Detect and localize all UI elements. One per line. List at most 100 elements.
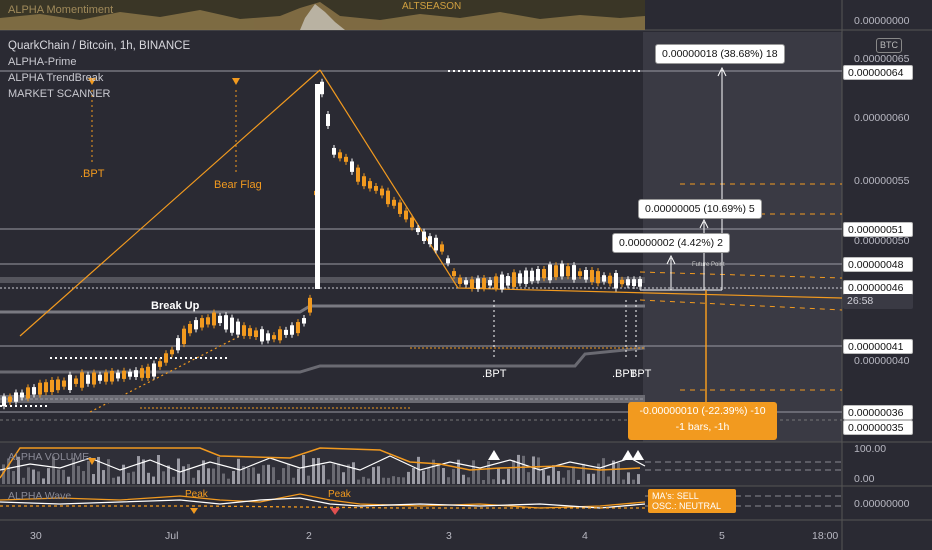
candle-body xyxy=(296,322,300,334)
time-label: 2 xyxy=(306,530,312,542)
chart-title[interactable]: QuarkChain / Bitcoin, 1h, BINANCE xyxy=(8,40,191,52)
future-point-label: Future Point xyxy=(692,262,725,268)
volume-bar xyxy=(297,468,300,484)
volume-bar xyxy=(242,465,245,484)
volume-bar xyxy=(557,471,560,484)
candle-body xyxy=(398,202,402,214)
volume-bar xyxy=(607,476,610,484)
volume-bar xyxy=(322,465,325,484)
volume-bar xyxy=(552,465,555,484)
currency-badge[interactable]: BTC xyxy=(876,38,902,53)
candle-body xyxy=(158,361,162,367)
candle-body xyxy=(278,329,282,341)
volume-bar xyxy=(562,477,565,484)
candle-body xyxy=(500,274,504,290)
volume-bar xyxy=(272,467,275,484)
volume-bar xyxy=(222,473,225,484)
volume-bar xyxy=(267,464,270,484)
volume-bar xyxy=(62,469,65,484)
momentum-label: ALPHA Momentiment xyxy=(8,4,114,16)
measure-callout-mid[interactable]: 0.00000005 (10.69%) 5 xyxy=(638,199,762,219)
volume-bar xyxy=(217,456,220,484)
candle-body xyxy=(320,81,324,95)
volume-bar xyxy=(327,479,330,484)
volume-bar xyxy=(597,463,600,484)
volume-bar xyxy=(172,476,175,484)
volume-bar xyxy=(512,460,515,484)
candle-body xyxy=(200,318,204,328)
volume-bar xyxy=(442,468,445,484)
candle-body xyxy=(434,237,438,251)
volume-bar xyxy=(547,475,550,484)
triangle-up-icon xyxy=(632,450,644,460)
volume-bar xyxy=(312,458,315,484)
volume-bar xyxy=(457,459,460,484)
volume-bar xyxy=(67,476,70,484)
candle-body xyxy=(626,279,630,286)
volume-bar xyxy=(407,471,410,484)
volume-bar xyxy=(592,473,595,484)
candle-body xyxy=(116,372,120,379)
price-label: 0.00000060 xyxy=(854,112,910,124)
triangle-marker-icon xyxy=(232,78,240,85)
indicator-alpha-prime[interactable]: ALPHA-Prime xyxy=(8,56,77,68)
volume-bar xyxy=(2,464,5,484)
volume-bar xyxy=(507,468,510,484)
candle-body xyxy=(476,278,480,289)
volume-bar xyxy=(467,477,470,484)
candle-body xyxy=(362,176,366,187)
candle-body xyxy=(290,325,294,335)
volume-bar xyxy=(612,460,615,484)
signal-osc: OSC.: NEUTRAL xyxy=(652,501,722,511)
indicator-trendbreak[interactable]: ALPHA TrendBreak xyxy=(8,72,104,84)
measure-callout-loss[interactable]: -0.00000010 (-22.39%) -10 -1 bars, -1h xyxy=(628,402,777,440)
volume-bar xyxy=(197,470,200,484)
candle-body xyxy=(518,273,522,284)
measure-callout-top[interactable]: 0.00000018 (38.68%) 18 xyxy=(655,44,785,64)
candle-body xyxy=(308,297,312,313)
volume-bar xyxy=(437,464,440,484)
candle-body xyxy=(230,317,234,333)
candle-body xyxy=(428,236,432,245)
volume-bar xyxy=(22,477,25,484)
volume-bars xyxy=(2,454,640,484)
candle-body xyxy=(488,280,492,286)
volume-bar xyxy=(82,471,85,484)
price-tag-64: 0.00000064 xyxy=(843,65,913,80)
candle-body xyxy=(602,275,606,282)
volume-axis-min: 0.00 xyxy=(854,473,875,485)
candle-body xyxy=(206,317,210,325)
candle-body xyxy=(572,265,576,280)
candle-body xyxy=(104,372,108,382)
volume-bar xyxy=(617,462,620,484)
time-label: 3 xyxy=(446,530,452,542)
volume-panel-label[interactable]: ALPHA VOLUME xyxy=(8,451,90,463)
candle-body xyxy=(20,392,24,398)
triangle-marker-icon xyxy=(88,78,96,85)
volume-bar xyxy=(277,479,280,484)
base-band xyxy=(0,395,645,403)
indicator-market-scanner[interactable]: MARKET SCANNER xyxy=(8,88,111,100)
volume-bar xyxy=(392,476,395,484)
volume-bar xyxy=(377,466,380,484)
volume-bar xyxy=(87,460,90,484)
volume-bar xyxy=(422,470,425,484)
volume-bar xyxy=(292,477,295,484)
time-label: 4 xyxy=(582,530,588,542)
candle-body xyxy=(152,363,156,377)
volume-bar xyxy=(347,464,350,484)
volume-bar xyxy=(527,472,530,484)
wave-axis-label: 0.00000000 xyxy=(854,498,910,510)
measure-callout-low[interactable]: 0.00000002 (4.42%) 2 xyxy=(612,233,730,253)
wave-panel-label[interactable]: ALPHA Wave xyxy=(8,490,72,502)
candle-body xyxy=(194,320,198,330)
volume-bar xyxy=(42,478,45,484)
candle-body xyxy=(344,156,348,162)
volume-bar xyxy=(517,454,520,484)
volume-bar xyxy=(152,476,155,484)
volume-bar xyxy=(247,467,250,484)
volume-bar xyxy=(157,454,160,484)
candle-body xyxy=(566,266,570,277)
white-dotted-levels xyxy=(0,70,642,407)
